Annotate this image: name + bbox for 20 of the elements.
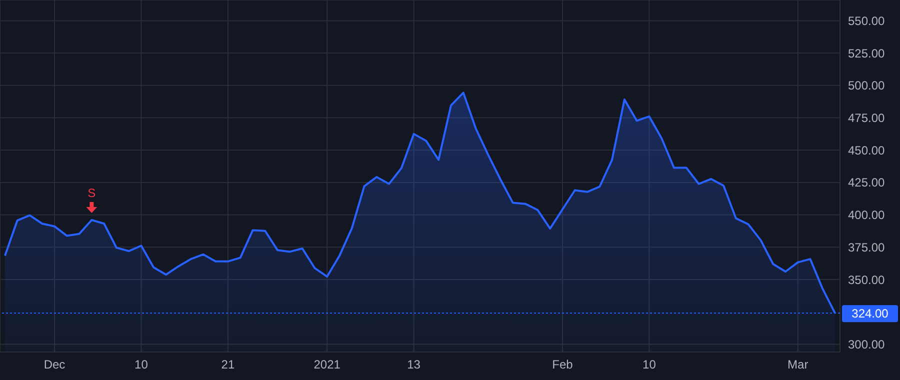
y-tick-label: 500.00 (848, 78, 886, 93)
y-tick-label: 300.00 (848, 337, 886, 352)
y-tick-label: 350.00 (848, 272, 886, 287)
y-tick-label: 400.00 (848, 208, 886, 222)
x-tick-label: Feb (552, 358, 574, 372)
y-tick-label: 475.00 (848, 111, 886, 126)
x-tick-label: 13 (407, 358, 421, 372)
x-tick-label: 10 (134, 358, 148, 372)
y-tick-label: 425.00 (848, 176, 886, 190)
y-tick-label: 450.00 (848, 143, 886, 158)
y-tick-label: 525.00 (848, 46, 886, 60)
y-tick-label: 550.00 (848, 14, 886, 28)
annotation: S (88, 186, 96, 200)
x-tick-label: 21 (221, 358, 235, 372)
x-tick-label: Mar (788, 358, 808, 372)
ref-line-label: 324.00 (852, 306, 889, 321)
x-tick-label: Dec (44, 358, 66, 372)
x-tick-label: 10 (642, 358, 656, 372)
y-tick-label: 375.00 (848, 240, 886, 254)
x-tick-label: 2021 (314, 358, 341, 372)
